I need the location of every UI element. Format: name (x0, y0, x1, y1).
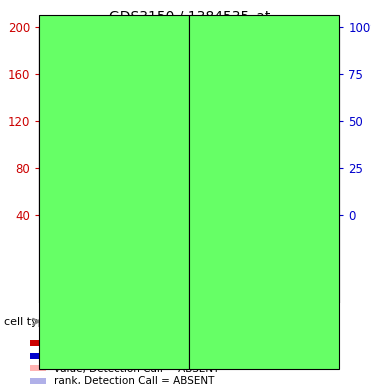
Bar (30, 378, 46, 384)
Bar (257, 207, 271, 215)
Bar (30, 353, 46, 359)
Bar (30, 340, 46, 346)
Bar (157, 212, 171, 215)
Text: rank, Detection Call = ABSENT: rank, Detection Call = ABSENT (54, 376, 214, 384)
Text: GSM190849: GSM190849 (209, 219, 219, 283)
Bar (308, 68, 321, 215)
Bar (57, 174, 71, 215)
Bar (30, 366, 46, 371)
Text: control: control (95, 187, 134, 197)
Text: inner medullary
collecting duct cell: inner medullary collecting duct cell (215, 181, 313, 203)
Text: GSM190854: GSM190854 (159, 219, 169, 283)
Text: GSM190850: GSM190850 (259, 219, 269, 283)
Text: GSM190852: GSM190852 (59, 219, 69, 283)
Bar (107, 156, 121, 215)
Bar (207, 174, 221, 215)
Text: count: count (54, 338, 83, 348)
Text: percentile rank within the sample: percentile rank within the sample (54, 351, 230, 361)
Text: cell type: cell type (4, 316, 51, 327)
Text: GSM190853: GSM190853 (109, 219, 119, 283)
Text: GSM190851: GSM190851 (309, 219, 319, 283)
Text: value, Detection Call = ABSENT: value, Detection Call = ABSENT (54, 364, 219, 374)
Title: GDS3150 / 1384535_at: GDS3150 / 1384535_at (109, 10, 270, 25)
